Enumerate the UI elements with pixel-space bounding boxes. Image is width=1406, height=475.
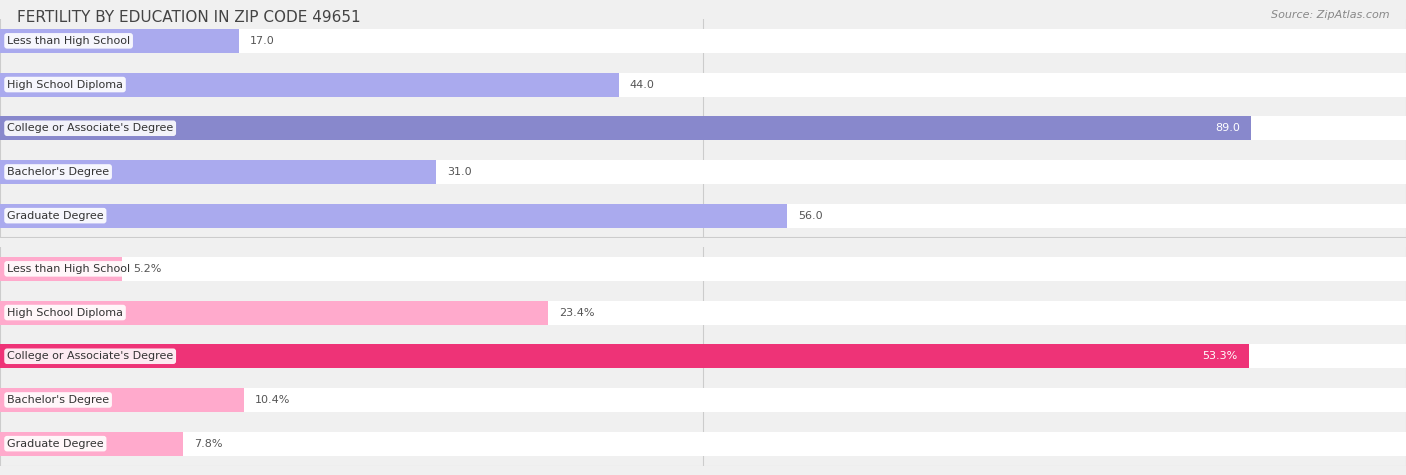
Text: 53.3%: 53.3% [1202, 351, 1237, 361]
Bar [0, 29, 239, 53]
Bar [0, 388, 243, 412]
Bar [0, 257, 1406, 281]
Bar [0, 301, 1406, 324]
Bar [0, 73, 619, 96]
Bar [0, 204, 787, 228]
Text: 89.0: 89.0 [1215, 123, 1240, 133]
Text: College or Associate's Degree: College or Associate's Degree [7, 351, 173, 361]
Text: High School Diploma: High School Diploma [7, 79, 124, 90]
Bar [0, 257, 122, 281]
Text: 23.4%: 23.4% [560, 307, 595, 318]
Bar [0, 432, 1406, 456]
Text: College or Associate's Degree: College or Associate's Degree [7, 123, 173, 133]
Text: Source: ZipAtlas.com: Source: ZipAtlas.com [1271, 10, 1389, 19]
Text: FERTILITY BY EDUCATION IN ZIP CODE 49651: FERTILITY BY EDUCATION IN ZIP CODE 49651 [17, 10, 360, 25]
Text: 44.0: 44.0 [630, 79, 655, 90]
Text: 5.2%: 5.2% [134, 264, 162, 274]
Text: Bachelor's Degree: Bachelor's Degree [7, 167, 110, 177]
Bar [0, 344, 1249, 368]
Text: 56.0: 56.0 [799, 210, 824, 221]
Text: 17.0: 17.0 [250, 36, 276, 46]
Text: 31.0: 31.0 [447, 167, 472, 177]
Text: High School Diploma: High School Diploma [7, 307, 124, 318]
Bar [0, 73, 1406, 96]
Text: Less than High School: Less than High School [7, 264, 131, 274]
Bar [0, 301, 548, 324]
Bar [0, 116, 1406, 140]
Text: Graduate Degree: Graduate Degree [7, 210, 104, 221]
Bar [0, 116, 1251, 140]
Text: Less than High School: Less than High School [7, 36, 131, 46]
Bar [0, 29, 1406, 53]
Text: Graduate Degree: Graduate Degree [7, 438, 104, 449]
Bar [0, 388, 1406, 412]
Bar [0, 160, 1406, 184]
Text: Bachelor's Degree: Bachelor's Degree [7, 395, 110, 405]
Bar [0, 344, 1406, 368]
Bar [0, 160, 436, 184]
Text: 10.4%: 10.4% [254, 395, 290, 405]
Text: 7.8%: 7.8% [194, 438, 222, 449]
Bar [0, 204, 1406, 228]
Bar [0, 432, 183, 456]
